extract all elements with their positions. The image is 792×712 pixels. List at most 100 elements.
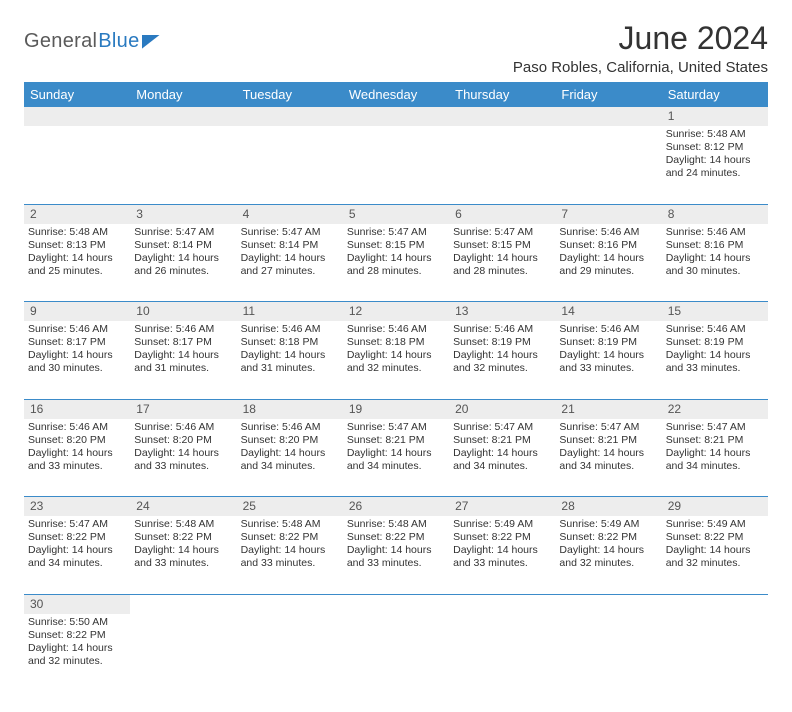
sunset-text: Sunset: 8:15 PM — [347, 239, 445, 252]
day-number-cell: 29 — [662, 497, 768, 517]
day-number-cell — [662, 594, 768, 614]
day-data-cell — [343, 614, 449, 692]
location-text: Paso Robles, California, United States — [513, 59, 768, 76]
sunset-text: Sunset: 8:22 PM — [134, 531, 232, 544]
day-data-cell: Sunrise: 5:48 AMSunset: 8:13 PMDaylight:… — [24, 224, 130, 302]
month-title: June 2024 — [513, 20, 768, 57]
sunrise-text: Sunrise: 5:46 AM — [134, 421, 232, 434]
title-block: June 2024 Paso Robles, California, Unite… — [513, 20, 768, 76]
day-number-cell — [555, 594, 661, 614]
sunset-text: Sunset: 8:20 PM — [241, 434, 339, 447]
flag-icon — [142, 35, 160, 49]
daylight-text: Daylight: 14 hours — [134, 544, 232, 557]
day-data-cell: Sunrise: 5:46 AMSunset: 8:18 PMDaylight:… — [237, 321, 343, 399]
sunset-text: Sunset: 8:19 PM — [453, 336, 551, 349]
day-number-cell: 9 — [24, 302, 130, 322]
day-number-cell: 27 — [449, 497, 555, 517]
daylight-text: Daylight: 14 hours — [666, 447, 764, 460]
daylight-text: and 29 minutes. — [559, 265, 657, 278]
sunrise-text: Sunrise: 5:47 AM — [347, 421, 445, 434]
daylight-text: Daylight: 14 hours — [347, 349, 445, 362]
day-data-cell — [130, 614, 236, 692]
sunrise-text: Sunrise: 5:48 AM — [347, 518, 445, 531]
sunset-text: Sunset: 8:21 PM — [666, 434, 764, 447]
day-data-row: Sunrise: 5:46 AMSunset: 8:20 PMDaylight:… — [24, 419, 768, 497]
daylight-text: and 30 minutes. — [666, 265, 764, 278]
day-data-cell: Sunrise: 5:46 AMSunset: 8:18 PMDaylight:… — [343, 321, 449, 399]
day-data-row: Sunrise: 5:46 AMSunset: 8:17 PMDaylight:… — [24, 321, 768, 399]
daylight-text: and 33 minutes. — [666, 362, 764, 375]
day-number-cell: 21 — [555, 399, 661, 419]
daylight-text: and 33 minutes. — [28, 460, 126, 473]
sunset-text: Sunset: 8:22 PM — [453, 531, 551, 544]
daylight-text: Daylight: 14 hours — [666, 544, 764, 557]
day-number-cell: 22 — [662, 399, 768, 419]
daylight-text: Daylight: 14 hours — [28, 252, 126, 265]
sunset-text: Sunset: 8:15 PM — [453, 239, 551, 252]
brand-part2: Blue — [98, 30, 139, 53]
daylight-text: Daylight: 14 hours — [666, 252, 764, 265]
day-number-cell: 8 — [662, 204, 768, 224]
sunset-text: Sunset: 8:20 PM — [134, 434, 232, 447]
sunrise-text: Sunrise: 5:48 AM — [241, 518, 339, 531]
daylight-text: and 33 minutes. — [347, 557, 445, 570]
daylight-text: and 32 minutes. — [666, 557, 764, 570]
day-number-cell: 6 — [449, 204, 555, 224]
sunrise-text: Sunrise: 5:47 AM — [28, 518, 126, 531]
daylight-text: and 33 minutes. — [241, 557, 339, 570]
daylight-text: and 26 minutes. — [134, 265, 232, 278]
sunrise-text: Sunrise: 5:49 AM — [453, 518, 551, 531]
sunrise-text: Sunrise: 5:46 AM — [559, 323, 657, 336]
day-number-cell: 4 — [237, 204, 343, 224]
day-number-cell: 3 — [130, 204, 236, 224]
sunrise-text: Sunrise: 5:46 AM — [559, 226, 657, 239]
daylight-text: Daylight: 14 hours — [666, 154, 764, 167]
sunrise-text: Sunrise: 5:49 AM — [559, 518, 657, 531]
daylight-text: and 33 minutes. — [134, 557, 232, 570]
day-data-cell — [237, 614, 343, 692]
daylight-text: and 33 minutes. — [559, 362, 657, 375]
daylight-text: and 34 minutes. — [241, 460, 339, 473]
sunset-text: Sunset: 8:22 PM — [559, 531, 657, 544]
sunset-text: Sunset: 8:20 PM — [28, 434, 126, 447]
daylight-text: Daylight: 14 hours — [28, 349, 126, 362]
calendar-body: 1Sunrise: 5:48 AMSunset: 8:12 PMDaylight… — [24, 107, 768, 692]
day-number-cell — [449, 594, 555, 614]
day-number-row: 9101112131415 — [24, 302, 768, 322]
day-data-cell: Sunrise: 5:48 AMSunset: 8:22 PMDaylight:… — [237, 516, 343, 594]
daylight-text: Daylight: 14 hours — [453, 447, 551, 460]
daylight-text: Daylight: 14 hours — [559, 349, 657, 362]
weekday-header: Friday — [555, 82, 661, 107]
day-data-cell — [343, 126, 449, 204]
daylight-text: Daylight: 14 hours — [134, 252, 232, 265]
day-number-cell: 2 — [24, 204, 130, 224]
sunset-text: Sunset: 8:22 PM — [241, 531, 339, 544]
day-number-cell: 16 — [24, 399, 130, 419]
day-data-cell: Sunrise: 5:46 AMSunset: 8:19 PMDaylight:… — [449, 321, 555, 399]
day-data-cell: Sunrise: 5:46 AMSunset: 8:19 PMDaylight:… — [662, 321, 768, 399]
sunrise-text: Sunrise: 5:47 AM — [453, 421, 551, 434]
day-number-cell: 7 — [555, 204, 661, 224]
sunrise-text: Sunrise: 5:46 AM — [28, 323, 126, 336]
day-number-cell: 5 — [343, 204, 449, 224]
daylight-text: Daylight: 14 hours — [559, 447, 657, 460]
sunrise-text: Sunrise: 5:46 AM — [666, 226, 764, 239]
daylight-text: and 34 minutes. — [28, 557, 126, 570]
day-number-cell — [130, 594, 236, 614]
daylight-text: and 33 minutes. — [453, 557, 551, 570]
day-number-cell: 28 — [555, 497, 661, 517]
day-number-cell — [343, 594, 449, 614]
day-data-cell — [555, 614, 661, 692]
daylight-text: Daylight: 14 hours — [559, 252, 657, 265]
sunset-text: Sunset: 8:21 PM — [453, 434, 551, 447]
day-data-cell: Sunrise: 5:48 AMSunset: 8:12 PMDaylight:… — [662, 126, 768, 204]
day-number-cell — [343, 107, 449, 126]
day-number-cell: 12 — [343, 302, 449, 322]
sunset-text: Sunset: 8:14 PM — [134, 239, 232, 252]
day-number-cell — [237, 594, 343, 614]
day-number-cell — [449, 107, 555, 126]
day-number-cell: 30 — [24, 594, 130, 614]
day-data-cell: Sunrise: 5:47 AMSunset: 8:21 PMDaylight:… — [449, 419, 555, 497]
day-data-cell: Sunrise: 5:46 AMSunset: 8:19 PMDaylight:… — [555, 321, 661, 399]
day-data-cell: Sunrise: 5:46 AMSunset: 8:17 PMDaylight:… — [24, 321, 130, 399]
